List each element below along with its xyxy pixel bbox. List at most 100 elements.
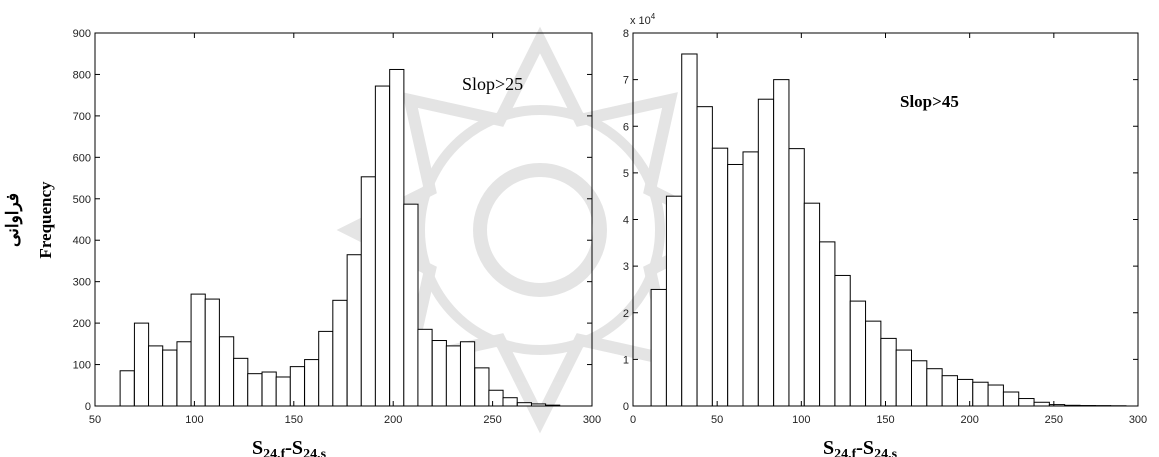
histogram-bar bbox=[742, 151, 759, 407]
y-tick-label: 4 bbox=[623, 215, 629, 227]
histogram-bar bbox=[788, 148, 805, 407]
y-tick-label: 6 bbox=[623, 121, 629, 133]
histogram-bar bbox=[681, 53, 698, 407]
histogram-bar bbox=[911, 360, 928, 407]
histogram-bar bbox=[233, 357, 249, 407]
histogram-left: فراوانی Frequency Slop>25 S24,f-S24,s 0 1… bbox=[3, 28, 601, 457]
y-axis-multiplier: x 104 bbox=[630, 12, 656, 27]
y-tick-label: 600 bbox=[73, 152, 91, 164]
histogram-bar bbox=[403, 203, 419, 407]
x-tick-label: 50 bbox=[89, 414, 101, 426]
histogram-right: x 104 Slop>45 S24,f-S24,s 0 1 2 3 4 5 6 7 8 0 50 10… bbox=[623, 12, 1147, 457]
histogram-bar bbox=[176, 341, 192, 407]
x-tick-label: 250 bbox=[1045, 414, 1063, 426]
histogram-bar bbox=[880, 337, 897, 407]
histogram-bar bbox=[346, 254, 362, 407]
x-tick-label: 200 bbox=[384, 414, 402, 426]
y-tick-label: 7 bbox=[623, 75, 629, 87]
histogram-bar bbox=[332, 299, 348, 407]
y-tick-label: 800 bbox=[73, 69, 91, 81]
y-tick-label: 700 bbox=[73, 111, 91, 123]
histogram-bar bbox=[956, 378, 974, 407]
histogram-bar bbox=[459, 341, 476, 407]
chart-title-left: Slop>25 bbox=[462, 74, 523, 94]
histogram-bar bbox=[360, 176, 376, 407]
y-tick-label: 5 bbox=[623, 168, 629, 180]
y-tick-label: 500 bbox=[73, 194, 91, 206]
histogram-bar bbox=[834, 274, 851, 407]
histogram-bar bbox=[972, 381, 989, 407]
chart-title-right: Slop>45 bbox=[900, 92, 959, 111]
y-tick-label: 100 bbox=[73, 360, 91, 372]
histogram-bar bbox=[133, 322, 150, 407]
x-axis-label-right: S24,f-S24,s bbox=[823, 437, 898, 457]
histogram-bar bbox=[431, 340, 447, 407]
histogram-bar bbox=[665, 195, 683, 407]
histogram-bar bbox=[261, 371, 277, 407]
x-tick-label: 100 bbox=[185, 414, 203, 426]
y-tick-label: 3 bbox=[623, 261, 629, 273]
watermark-logo bbox=[336, 26, 744, 434]
y-tick-label: 2 bbox=[623, 308, 629, 320]
histogram-bar bbox=[650, 288, 667, 407]
histogram-bar bbox=[727, 163, 744, 407]
histogram-bar bbox=[1018, 398, 1035, 407]
x-tick-label: 0 bbox=[630, 414, 636, 426]
histogram-bar bbox=[304, 359, 320, 407]
histogram-bar bbox=[865, 320, 882, 407]
histogram-bar bbox=[318, 330, 334, 407]
histogram-bar bbox=[204, 298, 220, 407]
plot-frame bbox=[94, 32, 593, 407]
y-tick-label: 8 bbox=[623, 28, 629, 40]
x-tick-label: 150 bbox=[876, 414, 894, 426]
histogram-bar bbox=[474, 367, 490, 407]
histogram-bar bbox=[374, 85, 391, 407]
y-axis-label-en: Frequency bbox=[36, 181, 55, 259]
histogram-bar bbox=[389, 68, 405, 407]
y-tick-label: 300 bbox=[73, 277, 91, 289]
histogram-bar bbox=[488, 389, 504, 407]
histogram-bar bbox=[289, 366, 305, 407]
histogram-bar bbox=[445, 345, 462, 407]
x-axis-label-left: S24,f-S24,s bbox=[252, 437, 327, 457]
histogram-bar bbox=[219, 336, 235, 407]
histogram-bar bbox=[502, 397, 518, 407]
bars bbox=[119, 68, 561, 407]
histogram-bar bbox=[1002, 391, 1020, 407]
histogram-bar bbox=[987, 384, 1004, 407]
x-tick-label: 150 bbox=[285, 414, 303, 426]
bars bbox=[650, 53, 1127, 407]
histogram-bar bbox=[190, 293, 206, 407]
x-tick-label: 100 bbox=[792, 414, 810, 426]
histogram-bar bbox=[247, 373, 263, 407]
histogram-bar bbox=[895, 349, 913, 407]
histogram-bar bbox=[148, 345, 164, 407]
histogram-bar bbox=[926, 368, 943, 407]
histogram-bar bbox=[119, 370, 135, 407]
histogram-bar bbox=[1033, 401, 1050, 407]
y-tick-label: 200 bbox=[73, 318, 91, 330]
y-tick-label: 0 bbox=[85, 401, 91, 413]
histogram-bar bbox=[819, 241, 836, 407]
histogram-bar bbox=[941, 375, 958, 407]
histogram-bar bbox=[773, 79, 790, 407]
x-tick-label: 50 bbox=[711, 414, 723, 426]
histogram-bar bbox=[417, 328, 433, 407]
x-tick-label: 300 bbox=[583, 414, 601, 426]
histogram-bar bbox=[803, 202, 821, 407]
histogram-bar bbox=[162, 349, 178, 407]
y-axis-label-fa: فراوانی bbox=[3, 193, 23, 247]
x-tick-label: 200 bbox=[960, 414, 978, 426]
histogram-bar bbox=[696, 106, 713, 407]
y-tick-label: 400 bbox=[73, 235, 91, 247]
x-tick-label: 300 bbox=[1129, 414, 1147, 426]
y-tick-label: 900 bbox=[73, 28, 91, 40]
histogram-bar bbox=[275, 376, 291, 407]
x-tick-label: 250 bbox=[483, 414, 501, 426]
histogram-bar bbox=[711, 147, 729, 407]
y-tick-label: 0 bbox=[623, 401, 629, 413]
y-tick-label: 1 bbox=[623, 354, 629, 366]
histogram-bar bbox=[849, 300, 867, 407]
histogram-bar bbox=[757, 98, 775, 407]
